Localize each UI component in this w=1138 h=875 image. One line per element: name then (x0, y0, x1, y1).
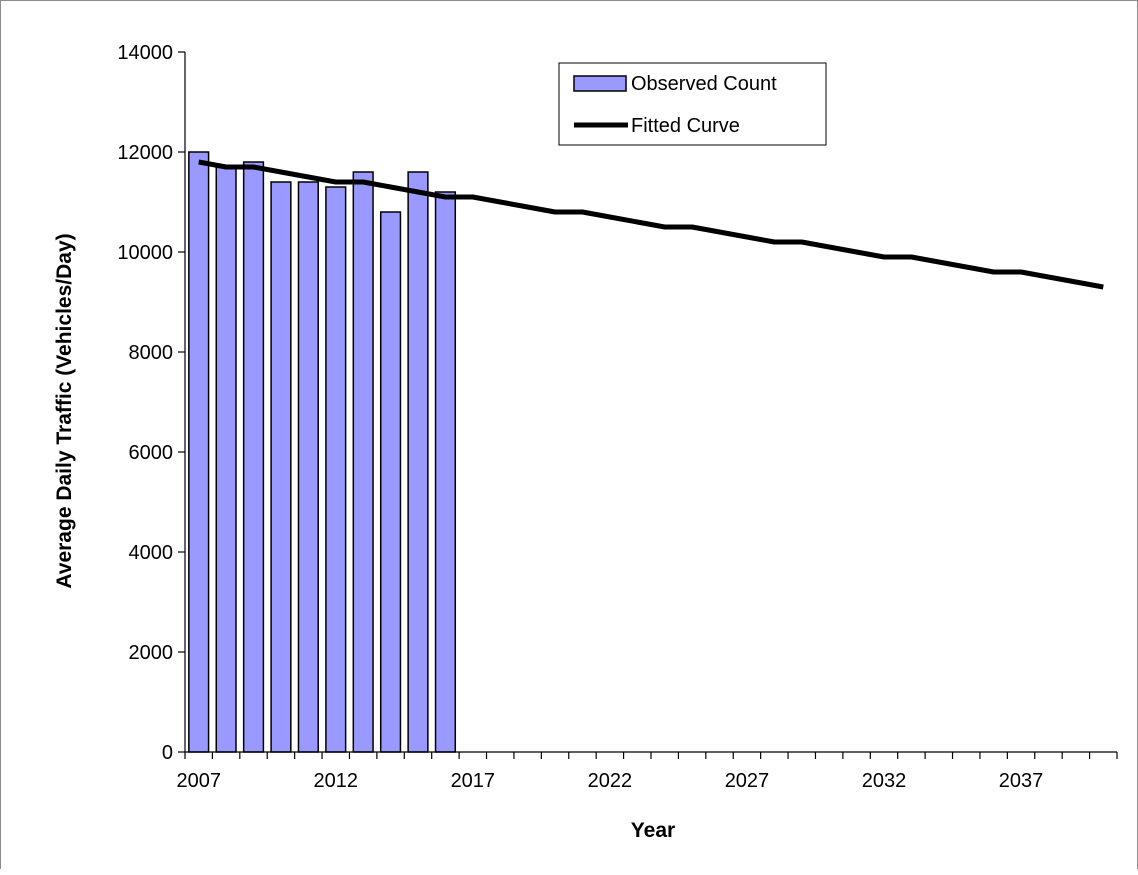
fitted-curve-line (198, 159, 1104, 290)
y-tick-label-4000: 4000 (129, 542, 174, 564)
x-tick-label-2022: 2022 (588, 770, 633, 792)
y-tick-label-0: 0 (162, 742, 173, 764)
x-tick-label-2032: 2032 (862, 770, 907, 792)
x-tick-label-2017: 2017 (451, 770, 496, 792)
x-tick-label-2027: 2027 (725, 770, 770, 792)
bar-2011 (297, 181, 319, 753)
bar-2010 (270, 181, 292, 753)
bar-2014 (379, 211, 402, 753)
y-tick-label-14000: 14000 (117, 42, 173, 64)
legend-label-fitted: Fitted Curve (631, 115, 740, 137)
bar-2013 (352, 171, 374, 753)
legend-label-observed: Observed Count (631, 73, 777, 95)
x-tick-label-2037: 2037 (999, 770, 1044, 792)
bar-2015 (407, 171, 429, 753)
x-tick-label-2007: 2007 (176, 770, 221, 792)
bars-layer (188, 151, 457, 753)
y-tick-label-12000: 12000 (117, 142, 173, 164)
legend: Observed Count Fitted Curve (558, 62, 827, 146)
line-layer (198, 159, 1104, 290)
y-tick-label-8000: 8000 (129, 342, 174, 364)
bar-2009 (242, 161, 265, 753)
ticks-layer: 0 2000 4000 6000 8000 10000 12000 14000 2007 2012… (117, 42, 1118, 792)
y-tick-label-10000: 10000 (117, 242, 173, 264)
y-axis-label: Average Daily Traffic (Vehicles/Day) (53, 233, 76, 588)
x-axis-label: Year (631, 819, 675, 842)
axes-layer (184, 52, 1117, 753)
legend-bar-swatch (573, 75, 627, 92)
bar-2007 (188, 151, 210, 753)
bar-2008 (215, 166, 237, 753)
y-tick-label-2000: 2000 (129, 642, 174, 664)
x-tick-label-2012: 2012 (314, 770, 359, 792)
bar-2016 (434, 191, 457, 753)
bar-2012 (325, 186, 347, 753)
y-tick-label-6000: 6000 (129, 442, 174, 464)
